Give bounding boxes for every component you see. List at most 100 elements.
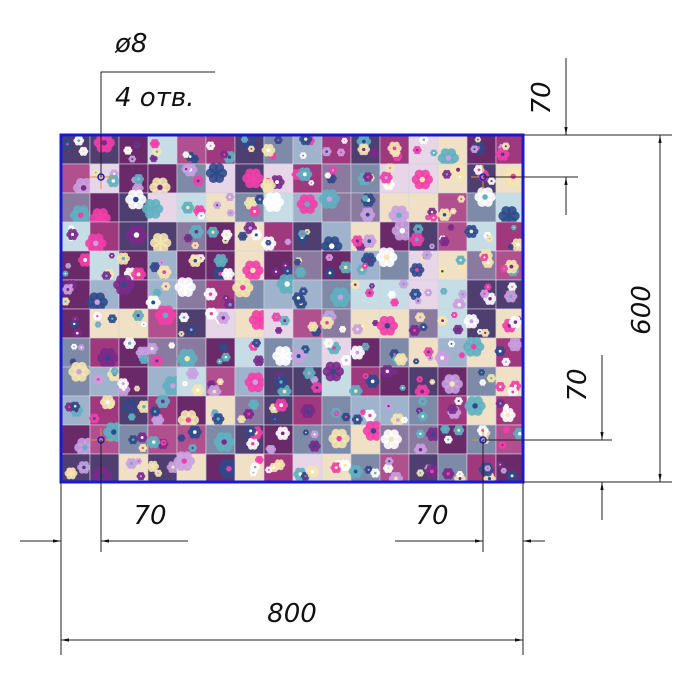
- floral-tile: [176, 221, 207, 252]
- floral-tile: [118, 135, 149, 165]
- floral-tile: [118, 453, 149, 482]
- floral-tile: [495, 250, 523, 281]
- floral-tile: [174, 277, 207, 310]
- floral-tile: [318, 189, 352, 223]
- floral-tile: [437, 221, 468, 252]
- floral-tile: [350, 135, 381, 165]
- floral-tile: [205, 192, 236, 223]
- floral-tile: [494, 337, 523, 368]
- floral-tile: [437, 453, 468, 482]
- floral-tile: [437, 135, 468, 168]
- floral-tile: [379, 365, 410, 397]
- floral-tile: [203, 279, 237, 311]
- floral-tile: [234, 453, 265, 482]
- floral-tile: [408, 221, 439, 252]
- floral-tile: [321, 250, 353, 281]
- floral-tile: [437, 424, 468, 455]
- floral-tile: [263, 337, 294, 368]
- floral-tile: [466, 249, 497, 281]
- floral-tile: [464, 395, 497, 426]
- floral-tile: [290, 337, 323, 368]
- floral-tile: [292, 395, 323, 426]
- floral-tile: [321, 361, 352, 397]
- floral-tile: [408, 279, 439, 310]
- floral-tile: [205, 250, 236, 281]
- floral-tile: [116, 366, 149, 397]
- floral-tile: [408, 453, 440, 482]
- floral-tile: [176, 366, 207, 397]
- hole-diameter-label: ø8: [114, 29, 147, 59]
- floral-tile: [350, 420, 385, 455]
- floral-tile: [379, 135, 410, 165]
- floral-tile: [350, 221, 381, 252]
- floral-tile: [495, 221, 523, 252]
- floral-tile: [234, 192, 266, 223]
- left-offset-label: 70: [133, 501, 166, 531]
- floral-tile: [463, 308, 497, 339]
- floral-tile: [61, 308, 91, 339]
- floral-tile: [437, 366, 468, 397]
- floral-tile: [260, 163, 294, 194]
- floral-tile: [234, 337, 265, 368]
- floral-tile: [204, 307, 236, 339]
- floral-tile: [437, 250, 468, 281]
- floral-tile: [61, 135, 91, 165]
- floral-tile: [408, 163, 439, 194]
- floral-tile: [292, 135, 323, 165]
- floral-tile: [232, 277, 265, 310]
- floral-tile: [348, 453, 381, 482]
- floral-tile: [379, 337, 410, 368]
- floral-tile: [262, 192, 294, 223]
- hole-count-label: 4 отв.: [115, 83, 194, 113]
- floral-tile: [61, 192, 92, 226]
- floral-tile: [321, 135, 352, 165]
- floral-tile: [147, 305, 178, 339]
- floral-tile: [113, 274, 149, 310]
- floral-tile: [89, 250, 120, 281]
- floral-tile: [495, 163, 523, 194]
- floral-tile: [118, 308, 149, 339]
- floral-tile: [261, 221, 294, 252]
- floral-tile: [437, 162, 468, 194]
- bottom-offset-label: 70: [563, 368, 593, 401]
- floral-tile: [321, 395, 352, 426]
- floral-tile: [408, 135, 439, 165]
- floral-tile: [263, 453, 294, 482]
- floral-tile: [234, 395, 265, 426]
- floral-tile: [321, 221, 352, 257]
- floral-tile: [408, 308, 439, 339]
- floral-tile: [437, 308, 468, 339]
- floral-tile: [408, 192, 439, 223]
- floral-tile: [379, 395, 410, 427]
- floral-tile: [234, 424, 265, 455]
- floral-tile: [205, 135, 236, 165]
- floral-tile: [176, 135, 207, 165]
- floral-tile: [350, 192, 381, 223]
- floral-tile: [205, 424, 236, 455]
- floral-tile: [89, 163, 121, 194]
- floral-tile: [292, 192, 323, 223]
- floral-tile: [376, 308, 410, 339]
- floral-tile: [205, 453, 240, 482]
- width-label: 800: [267, 599, 317, 629]
- height-label: 600: [627, 285, 657, 335]
- floral-tile: [464, 221, 497, 252]
- floral-tile: [234, 221, 265, 252]
- floral-tile: [61, 221, 91, 252]
- floral-tile: [466, 453, 497, 482]
- floral-tile: [147, 221, 178, 253]
- floral-tile: [85, 221, 120, 254]
- floral-tile: [234, 250, 265, 281]
- floral-tile: [263, 395, 294, 426]
- floral-tile: [350, 250, 381, 281]
- floral-tile: [379, 220, 414, 252]
- floral-tile: [61, 250, 93, 281]
- floral-tile: [205, 221, 236, 252]
- floral-tile: [292, 366, 323, 397]
- floral-tile: [321, 453, 352, 482]
- floral-tile: [173, 451, 207, 482]
- floral-tile: [89, 366, 123, 397]
- floral-tile: [61, 361, 91, 397]
- floral-tile: [495, 192, 523, 226]
